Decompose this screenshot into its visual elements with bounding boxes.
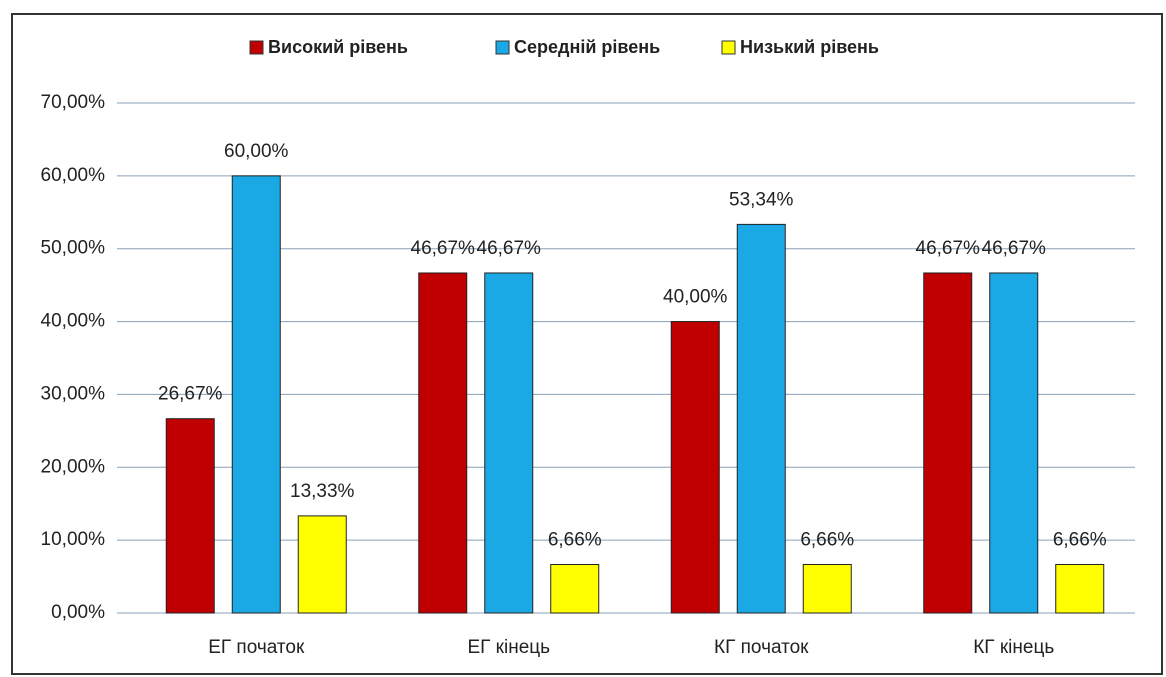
- bar: [923, 272, 973, 614]
- y-tick-label: 30,00%: [41, 383, 106, 404]
- bar: [550, 563, 600, 614]
- bar: [418, 272, 468, 614]
- bar: [802, 563, 852, 614]
- data-label: 40,00%: [663, 287, 728, 308]
- y-tick-label: 0,00%: [51, 602, 105, 623]
- bar: [484, 272, 534, 614]
- data-label: 6,66%: [548, 529, 602, 550]
- y-tick-label: 20,00%: [41, 456, 106, 477]
- x-tick-label: ЕГ кінець: [467, 637, 550, 658]
- legend-label: Високий рівень: [268, 37, 408, 57]
- legend-swatch: [249, 40, 264, 55]
- legend-swatch: [495, 40, 510, 55]
- data-label: 6,66%: [1053, 529, 1107, 550]
- data-label: 13,33%: [290, 481, 355, 502]
- y-tick-label: 40,00%: [41, 311, 106, 332]
- data-label: 60,00%: [224, 141, 289, 162]
- legend-label: Низький рівень: [740, 37, 879, 57]
- x-tick-label: КГ початок: [714, 637, 809, 658]
- x-tick-label: КГ кінець: [973, 637, 1054, 658]
- bar: [231, 175, 281, 614]
- y-tick-label: 10,00%: [41, 529, 106, 550]
- data-label: 26,67%: [158, 384, 223, 405]
- data-label: 6,66%: [800, 529, 854, 550]
- bar: [297, 515, 347, 614]
- y-tick-label: 50,00%: [41, 238, 106, 259]
- y-tick-label: 60,00%: [41, 165, 106, 186]
- data-label: 46,67%: [916, 238, 981, 259]
- bar: [989, 272, 1039, 614]
- bar: [670, 321, 720, 614]
- bar: [1055, 563, 1105, 614]
- data-label: 53,34%: [729, 189, 794, 210]
- y-tick-label: 70,00%: [41, 92, 106, 113]
- x-tick-label: ЕГ початок: [208, 637, 305, 658]
- data-label: 46,67%: [477, 238, 542, 259]
- legend-label: Середній рівень: [514, 37, 660, 57]
- bar: [165, 418, 215, 614]
- data-label: 46,67%: [982, 238, 1047, 259]
- legend-swatch: [721, 40, 736, 55]
- data-label: 46,67%: [411, 238, 476, 259]
- bar: [736, 223, 786, 614]
